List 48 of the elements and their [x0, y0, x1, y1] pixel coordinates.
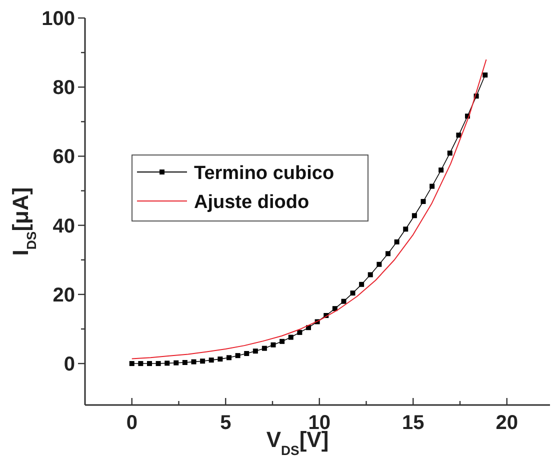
point	[280, 338, 285, 344]
point	[412, 213, 417, 218]
point	[191, 359, 196, 364]
point	[386, 251, 390, 256]
point	[447, 150, 452, 156]
y-tick-label: 100	[42, 8, 75, 30]
y-tick-label: 0	[64, 354, 75, 376]
x-tick-label: 20	[496, 412, 518, 434]
legend-label: Ajuste diodo	[194, 192, 310, 213]
point	[341, 298, 346, 304]
point	[270, 342, 276, 348]
point	[235, 353, 240, 358]
point	[200, 358, 206, 364]
point	[438, 168, 444, 173]
x-tick-label: 0	[126, 412, 138, 434]
point	[208, 358, 214, 363]
y-tick-label: 80	[52, 77, 75, 100]
point	[288, 334, 294, 340]
point	[218, 356, 223, 362]
y-tick-label: 20	[52, 284, 75, 306]
legend-label: Termino cubico	[194, 163, 334, 184]
point	[376, 262, 382, 267]
point	[403, 226, 408, 232]
point	[226, 355, 232, 360]
point	[430, 184, 435, 189]
point	[147, 361, 152, 366]
y-tick-label: 60	[52, 146, 75, 168]
point	[420, 198, 426, 204]
y-tick-label: 40	[52, 215, 75, 238]
point	[164, 360, 170, 366]
point	[182, 360, 188, 365]
point	[174, 360, 179, 366]
point	[394, 239, 400, 244]
point	[244, 351, 250, 356]
point	[359, 282, 364, 287]
point	[129, 361, 134, 366]
point	[332, 306, 338, 312]
x-tick-label: 5	[220, 412, 232, 434]
x-tick-label: 15	[402, 412, 424, 434]
point	[297, 330, 302, 335]
point	[368, 272, 373, 278]
point	[156, 361, 161, 366]
point	[350, 290, 356, 296]
point	[138, 361, 144, 366]
point	[482, 72, 488, 78]
point	[262, 346, 267, 351]
point	[252, 348, 258, 354]
point	[456, 132, 462, 138]
